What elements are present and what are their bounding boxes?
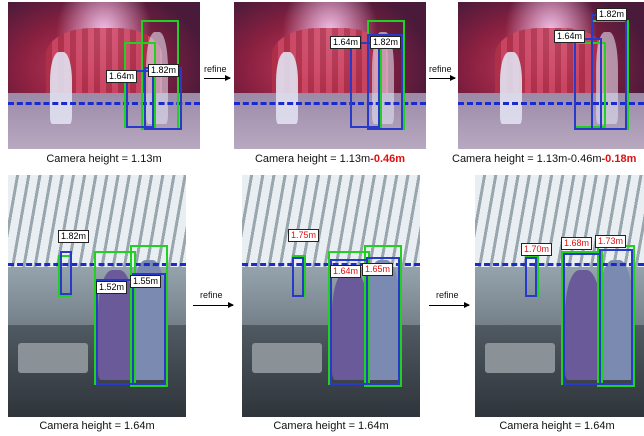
refine-arrow bbox=[429, 302, 470, 308]
refine-arrow bbox=[429, 75, 456, 81]
horizon-line bbox=[475, 263, 644, 266]
bench bbox=[252, 343, 322, 373]
performer-right bbox=[146, 32, 168, 124]
caption-base: Camera height = 1.13m bbox=[46, 153, 162, 165]
gt-box bbox=[130, 245, 168, 387]
height-label: 1.82m bbox=[58, 230, 90, 243]
height-label: 1.82m bbox=[596, 8, 628, 21]
pred-box bbox=[60, 251, 72, 295]
height-label: 1.64m bbox=[554, 30, 586, 43]
height-label: 1.65m bbox=[362, 263, 394, 276]
bench bbox=[485, 343, 555, 373]
caption: Camera height = 1.64m bbox=[8, 420, 186, 432]
horizon-line bbox=[8, 263, 186, 266]
pred-box bbox=[96, 279, 134, 385]
pred-box bbox=[132, 273, 166, 385]
caption: Camera height = 1.13m bbox=[8, 153, 200, 165]
refine-label: refine bbox=[436, 290, 459, 300]
caption-base: Camera height = 1.64m bbox=[39, 420, 155, 432]
height-label: 1.64m bbox=[330, 36, 362, 49]
pred-box bbox=[126, 70, 154, 128]
bench bbox=[18, 343, 88, 373]
caption-delta: -0.18m bbox=[601, 153, 637, 165]
pred-box bbox=[591, 14, 627, 130]
height-label: 1.55m bbox=[130, 275, 162, 288]
pred-box bbox=[525, 257, 537, 297]
station-image-1: 1.82m 1.52m 1.55m bbox=[8, 175, 186, 417]
caption-base: Camera height = 1.13m-0.46m bbox=[452, 153, 602, 165]
caption-delta: -0.46m bbox=[370, 153, 406, 165]
refine-label: refine bbox=[429, 64, 452, 74]
performer-right bbox=[372, 32, 394, 124]
station-roof bbox=[475, 175, 644, 267]
refine-label: refine bbox=[200, 290, 223, 300]
height-label: 1.75m bbox=[288, 229, 320, 242]
station-image-2: 1.75m 1.64m 1.65m bbox=[242, 175, 420, 417]
station-image-3: 1.70m 1.68m 1.73m bbox=[475, 175, 644, 417]
performer-left bbox=[276, 52, 298, 124]
height-label: 1.64m bbox=[106, 70, 138, 83]
performer-left bbox=[50, 52, 72, 124]
pred-box bbox=[599, 249, 633, 385]
stage-image-1: 1.64m 1.82m bbox=[8, 2, 200, 149]
height-label: 1.82m bbox=[148, 64, 180, 77]
refine-arrow bbox=[204, 75, 231, 81]
caption-base: Camera height = 1.64m bbox=[499, 420, 615, 432]
stage-image-2: 1.64m 1.82m bbox=[234, 2, 426, 149]
height-label: 1.64m bbox=[330, 265, 362, 278]
caption: Camera height = 1.64m bbox=[242, 420, 420, 432]
horizon-line bbox=[458, 102, 644, 105]
pred-box bbox=[367, 34, 403, 130]
caption: Camera height = 1.64m bbox=[470, 420, 644, 432]
height-label: 1.73m bbox=[595, 235, 627, 248]
refine-arrow bbox=[193, 302, 234, 308]
pred-box bbox=[574, 38, 602, 130]
pred-box bbox=[350, 42, 380, 128]
stage-image-3: 1.64m 1.82m bbox=[458, 2, 644, 149]
pred-box bbox=[366, 257, 400, 385]
person-left bbox=[332, 270, 368, 380]
refine-label: refine bbox=[204, 64, 227, 74]
caption-base: Camera height = 1.13m bbox=[254, 153, 371, 165]
height-label: 1.70m bbox=[521, 243, 553, 256]
height-label: 1.52m bbox=[96, 281, 128, 294]
height-label: 1.68m bbox=[561, 237, 593, 250]
horizon-line bbox=[234, 102, 426, 105]
performer-left bbox=[500, 52, 522, 124]
person-right bbox=[366, 260, 400, 380]
person-left bbox=[565, 270, 601, 380]
caption: Camera height = 1.13m-0.46m-0.18m bbox=[452, 153, 644, 165]
caption-base: Camera height = 1.64m bbox=[273, 420, 389, 432]
pred-box bbox=[563, 253, 601, 385]
gt-box bbox=[364, 245, 402, 387]
caption: Camera height = 1.13m-0.46m bbox=[234, 153, 426, 165]
height-label: 1.82m bbox=[370, 36, 402, 49]
person-right bbox=[599, 260, 633, 380]
horizon-line bbox=[8, 102, 200, 105]
pred-box bbox=[292, 257, 304, 297]
